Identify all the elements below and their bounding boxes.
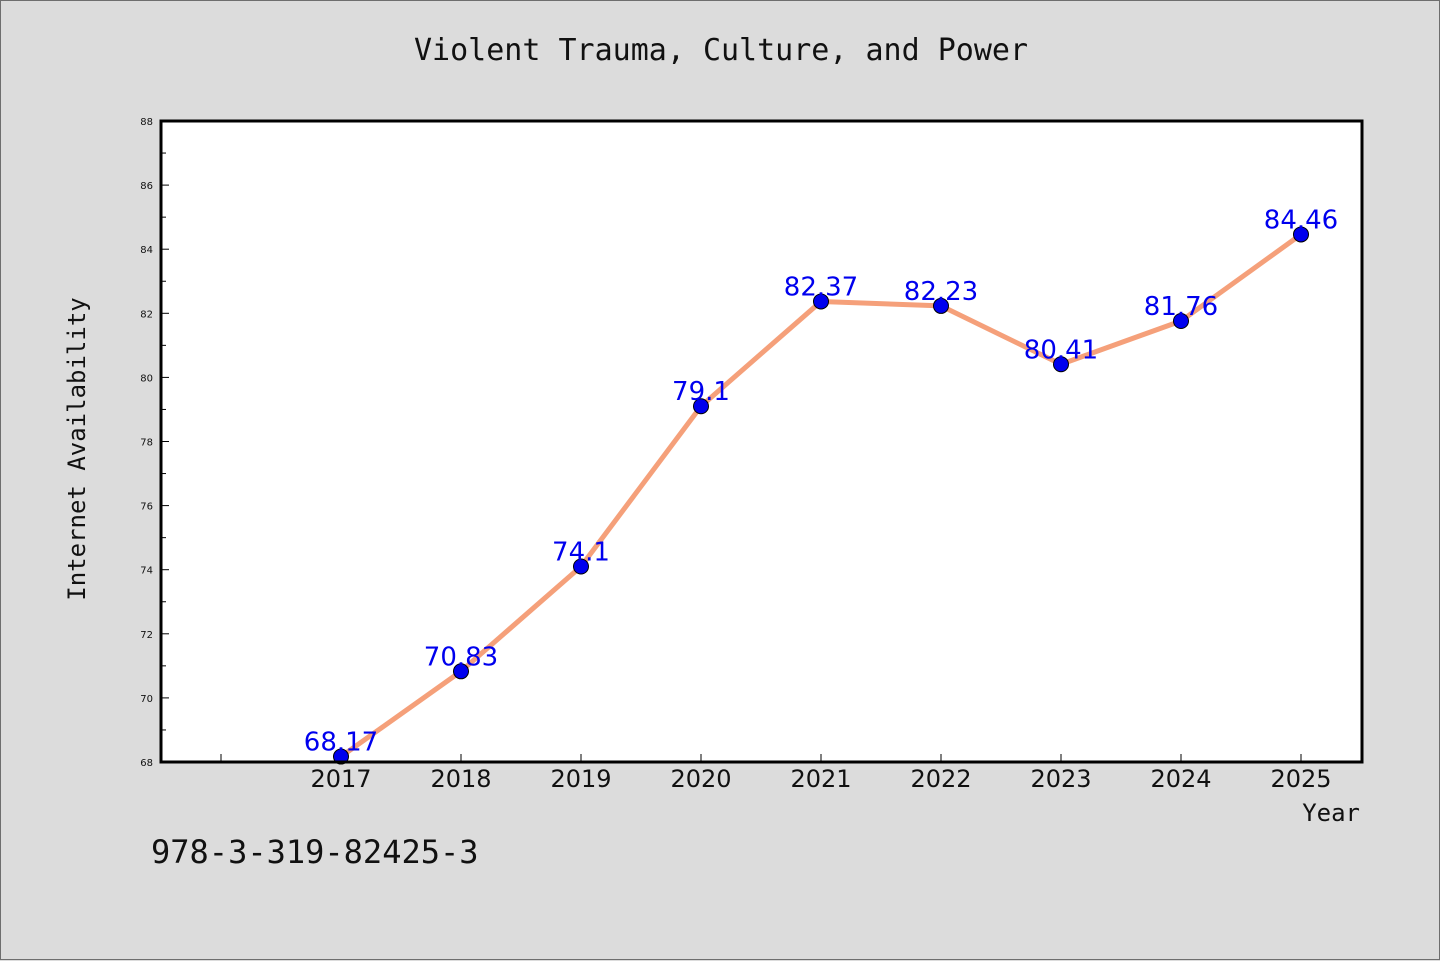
- y-tick-label: 82: [140, 309, 153, 320]
- data-label: 80.41: [1024, 335, 1098, 365]
- data-point: [333, 748, 349, 765]
- x-tick-label: 2022: [910, 765, 971, 793]
- plot-area: [161, 121, 1362, 762]
- y-tick-label: 76: [140, 502, 153, 513]
- x-tick-label: 2020: [670, 765, 731, 793]
- data-point: [453, 663, 469, 680]
- data-point: [1173, 312, 1189, 329]
- data-label: 68.17: [304, 728, 378, 758]
- chart-title: Violent Trauma, Culture, and Power: [413, 33, 1029, 68]
- y-tick-label: 78: [140, 438, 153, 449]
- x-tick-label: 2024: [1150, 765, 1211, 793]
- data-label: 70.83: [424, 642, 498, 672]
- x-axis-label: Year: [1302, 799, 1360, 827]
- y-tick-label: 70: [140, 694, 153, 705]
- data-label: 82.37: [784, 272, 858, 302]
- data-point: [813, 293, 829, 310]
- x-tick-label: 2017: [310, 765, 371, 793]
- x-tick-label: 2023: [1030, 765, 1091, 793]
- x-tick-label: 2019: [550, 765, 611, 793]
- data-label: 74.1: [552, 537, 610, 567]
- x-tick-label: 2025: [1270, 765, 1331, 793]
- data-label: 81.76: [1144, 292, 1218, 322]
- x-tick-label: 2018: [430, 765, 491, 793]
- y-tick-label: 84: [140, 245, 153, 256]
- y-tick-label: 88: [140, 117, 153, 128]
- y-tick-label: 68: [140, 758, 153, 769]
- data-label: 79.1: [672, 377, 730, 407]
- data-point: [933, 297, 949, 314]
- y-axis-label: Internet Availability: [63, 297, 91, 600]
- isbn-text: 978-3-319-82425-3: [151, 833, 479, 871]
- y-tick-label: 74: [140, 566, 153, 577]
- data-point: [1053, 356, 1069, 373]
- data-point: [693, 398, 709, 415]
- data-point: [573, 558, 589, 575]
- y-tick-label: 80: [140, 373, 153, 384]
- plot-frame: [159, 119, 1364, 764]
- x-tick-label: 2021: [790, 765, 851, 793]
- data-point: [1293, 226, 1309, 243]
- y-tick-label: 86: [140, 181, 153, 192]
- y-tick-label: 72: [140, 630, 153, 641]
- data-label: 82.23: [904, 277, 978, 307]
- data-label: 84.46: [1264, 205, 1338, 235]
